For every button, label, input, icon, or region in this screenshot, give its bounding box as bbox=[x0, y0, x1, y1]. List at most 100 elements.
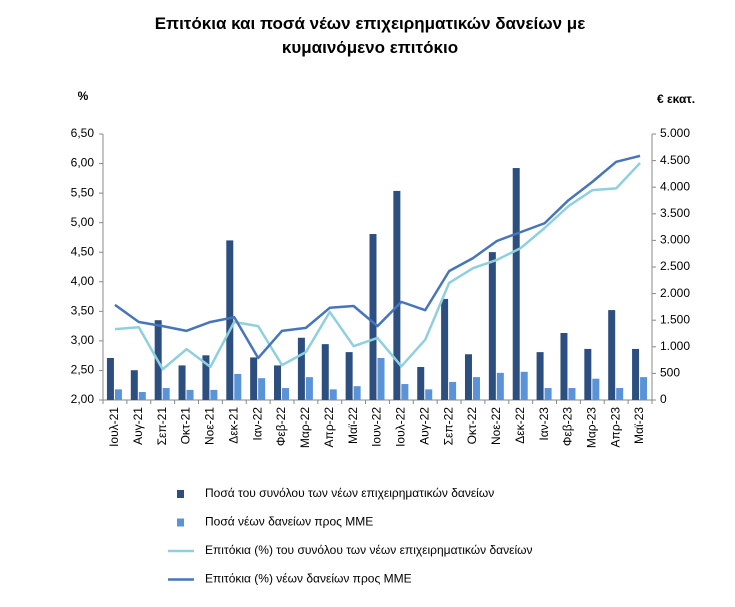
y-tick-label: 5,00 bbox=[71, 215, 95, 229]
y-tick-label: 4,50 bbox=[71, 244, 95, 258]
x-tick-label: Οκτ-22 bbox=[465, 407, 479, 445]
y2-tick-label: 500 bbox=[660, 366, 680, 380]
y-tick-label: 3,00 bbox=[71, 333, 95, 347]
x-tick-label: Ιουν-22 bbox=[370, 407, 384, 447]
y2-tick-label: 3.000 bbox=[660, 233, 690, 247]
bar bbox=[377, 357, 385, 400]
x-tick-label: Απρ-23 bbox=[608, 407, 622, 448]
bar bbox=[178, 365, 186, 400]
x-tick-label: Φεβ-22 bbox=[274, 407, 288, 446]
y-tick-label: 3,50 bbox=[71, 304, 95, 318]
bar bbox=[353, 386, 361, 400]
bar bbox=[544, 388, 552, 400]
bar bbox=[449, 381, 457, 400]
bar bbox=[592, 378, 600, 400]
line bbox=[114, 154, 641, 360]
bar bbox=[106, 357, 114, 400]
legend-label: Επιτόκια (%) του συνόλου των νέων επιχει… bbox=[205, 543, 533, 557]
bar bbox=[640, 377, 648, 400]
bar bbox=[425, 389, 433, 400]
bar bbox=[560, 332, 568, 400]
y2-tick-label: 1.000 bbox=[660, 339, 690, 353]
x-tick-label: Αυγ-21 bbox=[131, 407, 145, 445]
y2-axis-label: € εκατ. bbox=[657, 92, 695, 106]
legend-swatch bbox=[177, 518, 184, 527]
bar bbox=[632, 348, 640, 400]
bar bbox=[297, 337, 305, 400]
bar bbox=[162, 388, 170, 400]
x-tick-label: Αυγ-22 bbox=[417, 407, 431, 445]
x-tick-label: Δεκ-21 bbox=[226, 407, 240, 444]
y2-tick-label: 3.500 bbox=[660, 206, 690, 220]
bar bbox=[345, 352, 353, 400]
y2-tick-label: 1.500 bbox=[660, 312, 690, 326]
legend-label: Επιτόκια (%) νέων δανείων προς ΜΜΕ bbox=[205, 572, 412, 586]
bar bbox=[464, 354, 472, 400]
x-tick-label: Νοε-21 bbox=[203, 407, 217, 445]
x-tick-label: Οκτ-21 bbox=[179, 407, 193, 445]
y-tick-label: 4,00 bbox=[71, 274, 95, 288]
x-tick-label: Ιουλ-21 bbox=[107, 407, 121, 447]
bar bbox=[258, 378, 266, 400]
bar bbox=[616, 388, 624, 400]
y2-tick-label: 2.000 bbox=[660, 286, 690, 300]
x-tick-label: Απρ-22 bbox=[322, 407, 336, 448]
bar bbox=[305, 377, 313, 400]
x-tick-label: Μαρ-23 bbox=[584, 407, 598, 448]
y-axis-label: % bbox=[78, 89, 89, 103]
bar bbox=[250, 357, 258, 400]
bar bbox=[274, 365, 282, 400]
bar bbox=[393, 190, 401, 400]
bar bbox=[226, 240, 234, 400]
bar bbox=[520, 371, 528, 400]
bar bbox=[568, 388, 576, 400]
legend-label: Ποσά του συνόλου των νέων επιχειρηματικώ… bbox=[205, 486, 494, 500]
bar bbox=[608, 310, 616, 400]
bar bbox=[488, 252, 496, 400]
y2-tick-label: 2.500 bbox=[660, 259, 690, 273]
y2-tick-label: 4.500 bbox=[660, 153, 690, 167]
bar bbox=[321, 344, 329, 400]
bar bbox=[329, 389, 337, 400]
x-tick-label: Μαρ-22 bbox=[298, 407, 312, 448]
y-tick-label: 6,00 bbox=[71, 156, 95, 170]
x-tick-label: Ιαν-22 bbox=[250, 407, 264, 441]
bar bbox=[417, 367, 425, 400]
y2-tick-label: 5.000 bbox=[660, 126, 690, 140]
bar bbox=[512, 168, 520, 400]
bar bbox=[401, 384, 409, 400]
x-tick-label: Μαϊ-22 bbox=[346, 407, 360, 444]
legend-label: Ποσά νέων δανείων προς ΜΜΕ bbox=[205, 515, 373, 529]
bar bbox=[369, 234, 377, 400]
x-tick-label: Σεπ-21 bbox=[155, 407, 169, 446]
bar bbox=[186, 389, 194, 400]
x-tick-label: Δεκ-22 bbox=[513, 407, 527, 444]
bar bbox=[138, 392, 146, 400]
x-tick-label: Φεβ-23 bbox=[561, 407, 575, 446]
y-tick-label: 2,50 bbox=[71, 363, 95, 377]
bar bbox=[202, 355, 210, 400]
bar bbox=[234, 373, 242, 400]
bar bbox=[210, 389, 218, 400]
bar bbox=[584, 348, 592, 400]
x-tick-label: Σεπ-22 bbox=[441, 407, 455, 446]
bar bbox=[282, 388, 290, 400]
y-tick-label: 6,50 bbox=[71, 126, 95, 140]
bar bbox=[472, 377, 480, 400]
y-tick-label: 2,00 bbox=[71, 392, 95, 406]
line bbox=[114, 162, 641, 371]
bar bbox=[496, 372, 504, 400]
bar bbox=[536, 352, 544, 400]
y2-tick-label: 0 bbox=[660, 392, 667, 406]
y2-tick-label: 4.000 bbox=[660, 179, 690, 193]
y-tick-label: 5,50 bbox=[71, 185, 95, 199]
bar bbox=[441, 298, 449, 400]
x-tick-label: Νοε-22 bbox=[489, 407, 503, 445]
x-tick-label: Ιουλ-22 bbox=[394, 407, 408, 447]
bar bbox=[130, 370, 138, 400]
bar bbox=[114, 389, 122, 400]
legend-swatch bbox=[177, 490, 184, 498]
chart-title: Επιτόκια και ποσά νέων επιχειρηματικών δ… bbox=[154, 14, 586, 57]
